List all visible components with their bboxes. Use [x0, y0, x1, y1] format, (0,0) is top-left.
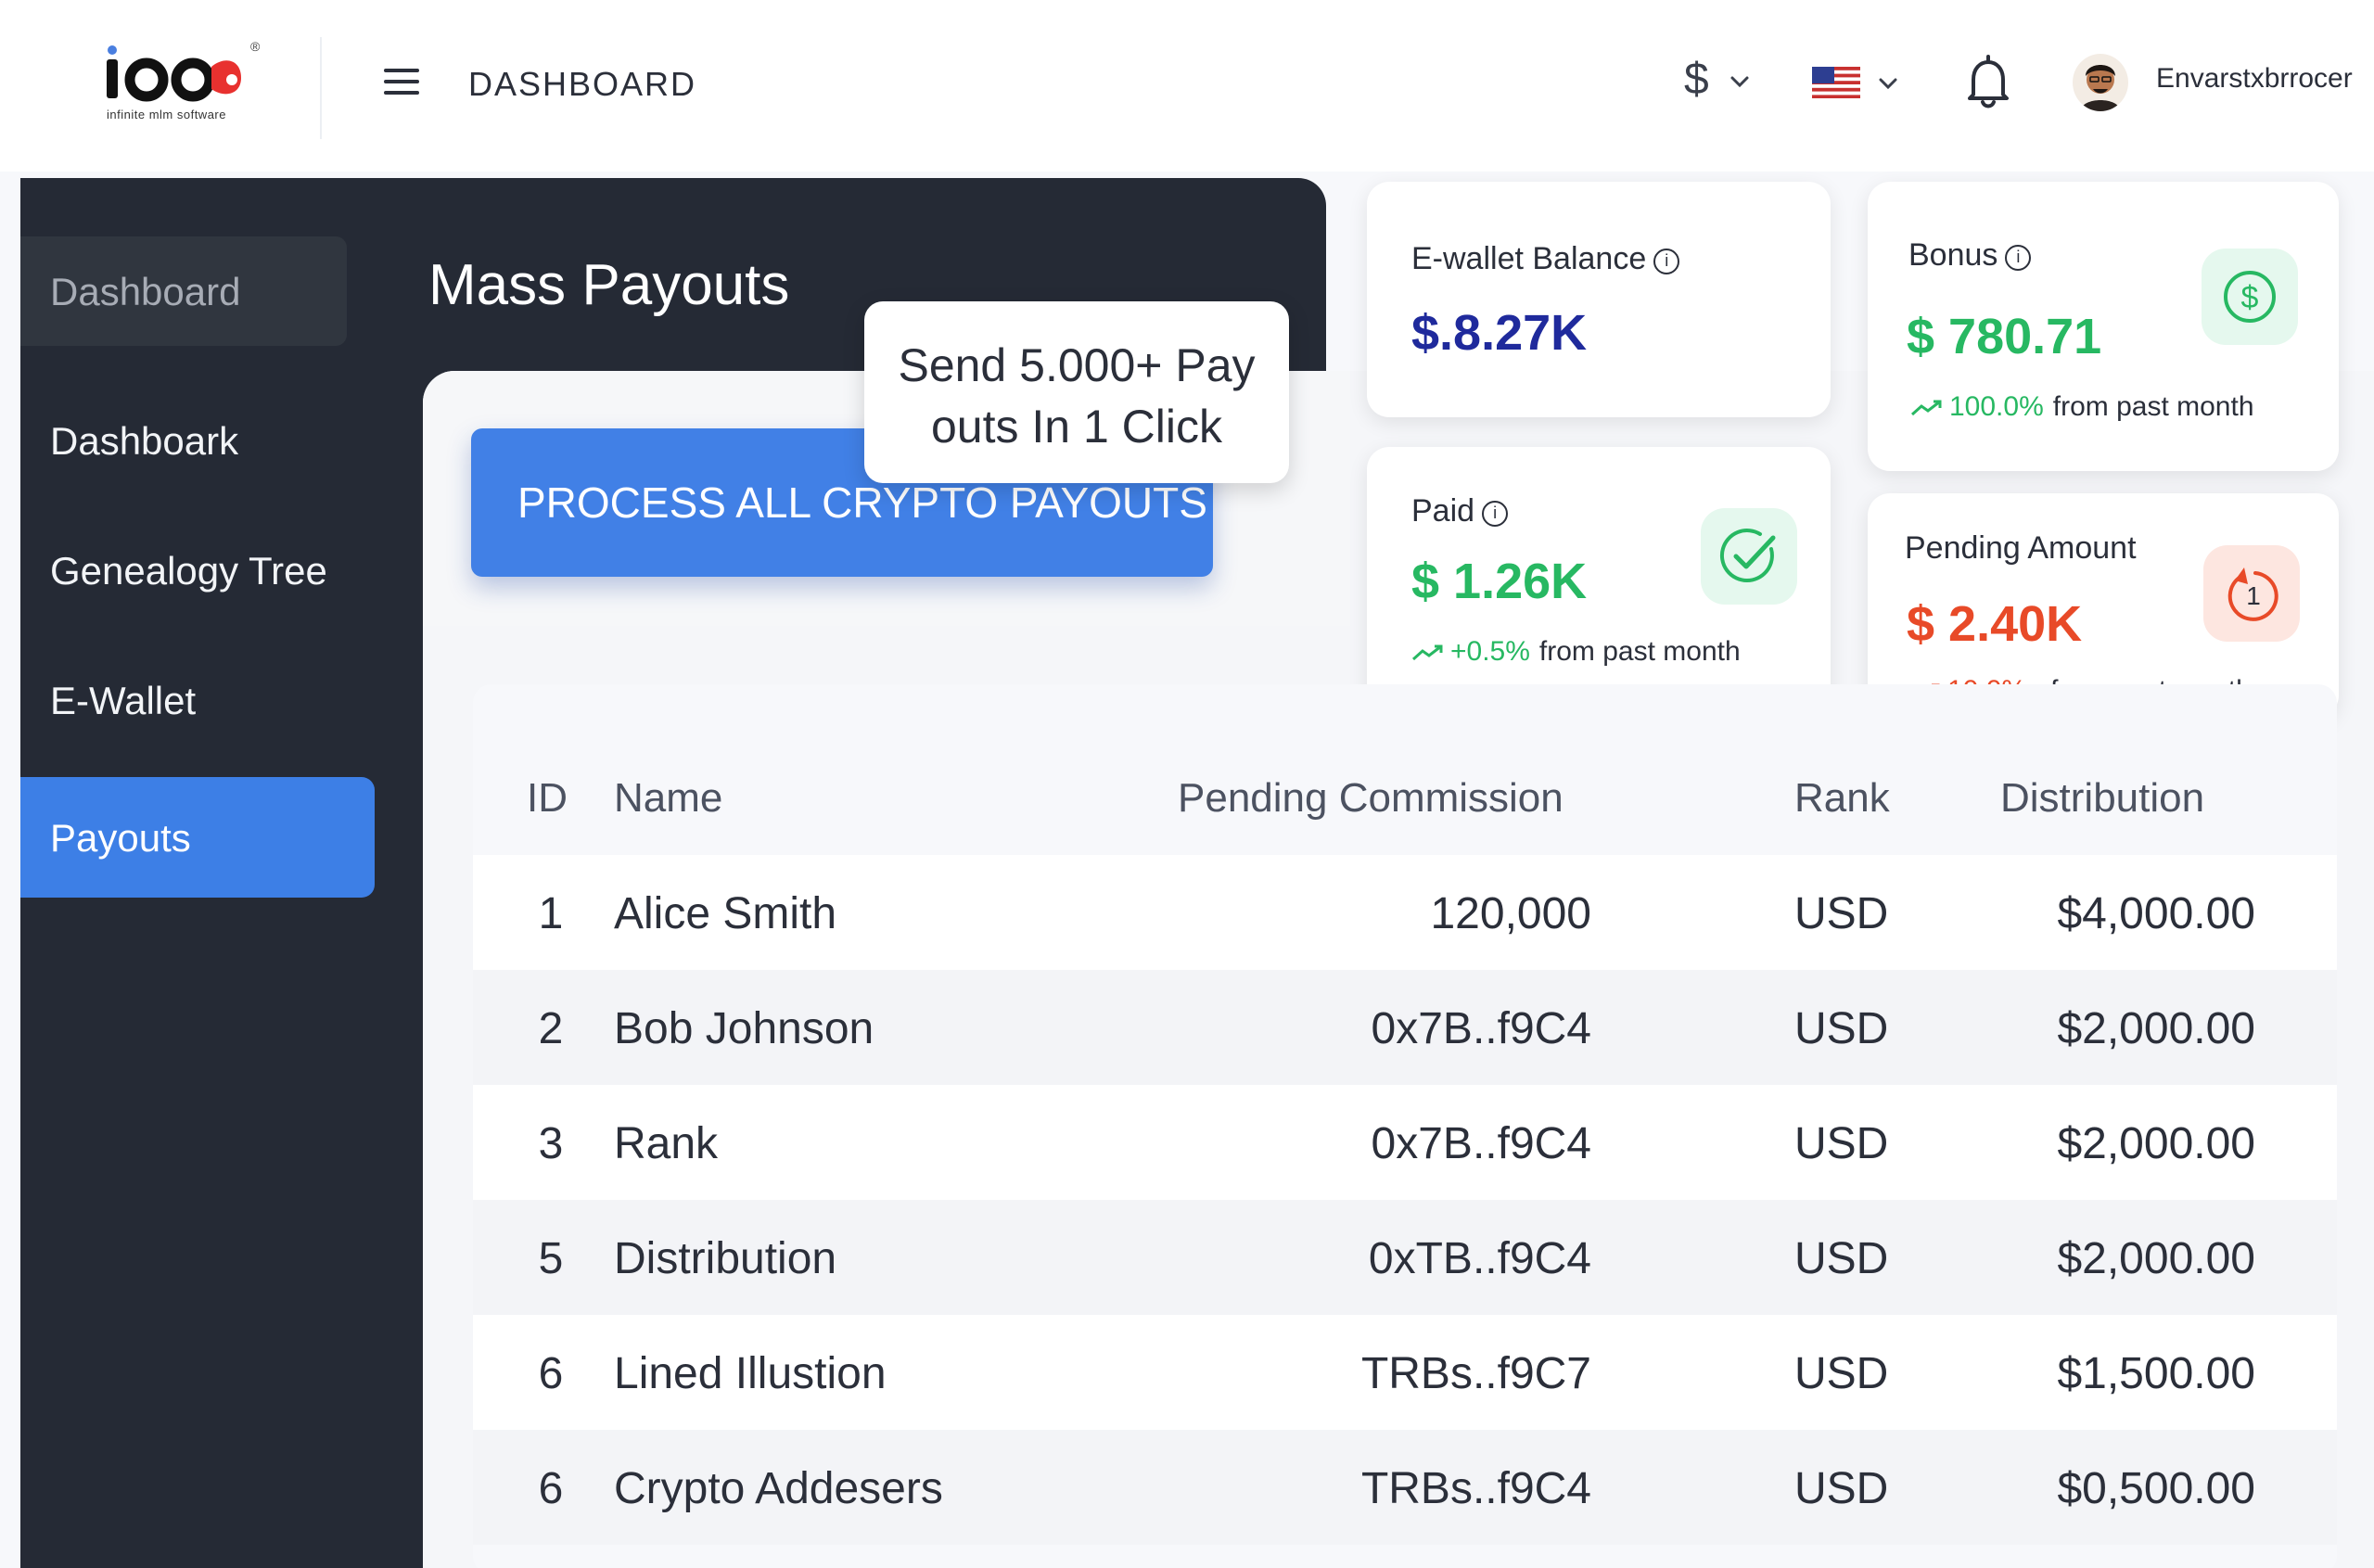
- cell-name: Rank: [614, 1119, 719, 1168]
- bonus-suffix: from past month: [2052, 391, 2254, 422]
- ewallet-balance-card[interactable]: E-wallet Balance i $.8.27K: [1367, 182, 1831, 417]
- cell-rank: USD: [1794, 1234, 1889, 1283]
- bonus-card[interactable]: Bonus i $ 780.71 100.0% from past month $: [1868, 182, 2339, 471]
- cell-id: 6: [538, 1349, 564, 1398]
- sidebar-item-genealogy-tree[interactable]: Genealogy Tree: [50, 549, 327, 593]
- cell-id: 2: [538, 1004, 564, 1053]
- bonus-trend: 100.0% from past month: [1910, 391, 2254, 423]
- cell-pending-commission: TRBs..f9C4: [1360, 1464, 1591, 1513]
- col-header-distribution[interactable]: Distribution: [2000, 775, 2205, 821]
- page-title: Mass Payouts: [428, 253, 790, 317]
- sidebar-item-e-wallet[interactable]: E-Wallet: [50, 679, 197, 722]
- cell-name: Crypto Addesers: [614, 1464, 943, 1513]
- cell-rank: USD: [1794, 889, 1889, 938]
- paid-value: $ 1.26K: [1411, 554, 1588, 609]
- info-icon[interactable]: i: [1653, 249, 1680, 274]
- bonus-card-title: Bonus i: [1908, 237, 2032, 274]
- cell-rank: USD: [1794, 1004, 1889, 1053]
- cell-distribution: $2,000.00: [2057, 1004, 2255, 1053]
- info-icon[interactable]: i: [1482, 501, 1509, 527]
- col-header-id[interactable]: ID: [527, 775, 568, 821]
- us-flag-icon: [1812, 67, 1860, 98]
- paid-trend: +0.5% from past month: [1411, 636, 1741, 668]
- cell-name: Distribution: [614, 1234, 837, 1283]
- cell-name: Lined Illustion: [614, 1349, 887, 1398]
- paid-title-text: Paid: [1411, 493, 1475, 529]
- cell-rank: USD: [1794, 1464, 1889, 1513]
- logo[interactable]: ® infinite mlm software: [102, 37, 269, 130]
- cell-id: 5: [538, 1234, 564, 1283]
- col-header-rank[interactable]: Rank: [1794, 775, 1890, 821]
- ewallet-title-text: E-wallet Balance: [1411, 241, 1647, 276]
- top-bar: ® infinite mlm software DASHBOARD $: [0, 0, 2374, 172]
- trend-up-icon: [1411, 644, 1443, 661]
- table-row[interactable]: 6 Crypto Addesers TRBs..f9C4 USD $0,500.…: [473, 1430, 2337, 1545]
- cell-rank: USD: [1794, 1349, 1889, 1398]
- col-header-name[interactable]: Name: [614, 775, 723, 821]
- pending-value: $ 2.40K: [1907, 596, 2083, 652]
- pending-badge-number: 1: [2246, 581, 2261, 610]
- cell-pending-commission: 0xTB..f9C4: [1368, 1234, 1591, 1283]
- cell-distribution: $0,500.00: [2057, 1464, 2255, 1513]
- bonus-title-text: Bonus: [1908, 237, 1998, 273]
- table-row[interactable]: 2 Bob Johnson 0x7B..f9C4 USD $2,000.00: [473, 970, 2337, 1085]
- paid-card-title: Paid i: [1411, 493, 1509, 529]
- ewallet-card-title: E-wallet Balance i: [1411, 241, 1680, 277]
- col-header-pending-commission[interactable]: Pending Commission: [1178, 775, 1564, 821]
- language-selector[interactable]: [1812, 63, 1905, 104]
- menu-icon[interactable]: [384, 67, 421, 96]
- promo-tooltip: Send 5.000+ Pay outs In 1 Click: [864, 301, 1289, 483]
- table-row[interactable]: 6 Lined Illustion TRBs..f9C7 USD $1,500.…: [473, 1315, 2337, 1430]
- avatar[interactable]: [2073, 54, 2128, 111]
- sidebar-item-dashboard[interactable]: Dashboard: [20, 236, 347, 346]
- cell-id: 1: [538, 889, 564, 938]
- cell-pending-commission: TRBs..f9C7: [1360, 1349, 1591, 1398]
- cell-pending-commission: 0x7B..f9C4: [1371, 1004, 1591, 1053]
- info-icon[interactable]: i: [2005, 245, 2032, 271]
- cell-id: 6: [538, 1464, 564, 1513]
- logo-mark-icon: [107, 45, 241, 102]
- cell-name: Bob Johnson: [614, 1004, 874, 1053]
- logo-tagline: infinite mlm software: [107, 108, 226, 121]
- currency-selector[interactable]: $: [1684, 54, 1758, 109]
- registered-mark: ®: [250, 39, 261, 54]
- dollar-circle-icon: $: [2202, 249, 2298, 345]
- check-circle-icon: [1701, 508, 1797, 605]
- bonus-value: $ 780.71: [1907, 309, 2102, 364]
- table-row[interactable]: 5 Distribution 0xTB..f9C4 USD $2,000.00: [473, 1200, 2337, 1315]
- pending-clock-icon: 1: [2203, 545, 2300, 642]
- tooltip-line-1: Send 5.000+ Pay: [898, 339, 1256, 391]
- trend-up-icon: [1910, 400, 1942, 416]
- header-title: DASHBOARD: [468, 65, 697, 103]
- paid-card[interactable]: Paid i $ 1.26K +0.5% from past month: [1367, 447, 1831, 718]
- paid-suffix: from past month: [1538, 636, 1741, 667]
- table-row[interactable]: 3 Rank 0x7B..f9C4 USD $2,000.00: [473, 1085, 2337, 1200]
- sidebar-item-payouts[interactable]: Payouts: [20, 777, 375, 898]
- chevron-down-icon: [1879, 78, 1897, 90]
- pending-card-title: Pending Amount: [1905, 530, 2137, 566]
- ewallet-balance-value: $.8.27K: [1411, 305, 1588, 361]
- cell-rank: USD: [1794, 1119, 1889, 1168]
- dollar-icon: $: [1684, 55, 1709, 104]
- cell-distribution: $4,000.00: [2057, 889, 2255, 938]
- cell-distribution: $2,000.00: [2057, 1119, 2255, 1168]
- bonus-change: 100.0%: [1949, 391, 2044, 422]
- cell-name: Alice Smith: [614, 889, 837, 938]
- user-avatar-icon: [2073, 54, 2128, 111]
- chevron-down-icon: [1730, 76, 1749, 88]
- tooltip-line-2: outs In 1 Click: [930, 401, 1222, 453]
- table-row[interactable]: 1 Alice Smith 120,000 USD $4,000.00: [473, 855, 2337, 970]
- cell-pending-commission: 0x7B..f9C4: [1371, 1119, 1591, 1168]
- cell-pending-commission: 120,000: [1430, 889, 1591, 938]
- bell-icon[interactable]: [1964, 54, 2012, 109]
- sidebar-item-dashboark[interactable]: Dashboark: [50, 419, 239, 463]
- cell-distribution: $1,500.00: [2057, 1349, 2255, 1398]
- cell-distribution: $2,000.00: [2057, 1234, 2255, 1283]
- cell-id: 3: [538, 1119, 564, 1168]
- svg-text:$: $: [2241, 280, 2259, 315]
- header-divider: [320, 37, 322, 139]
- username[interactable]: Envarstxbrrocer: [2156, 63, 2353, 94]
- pending-amount-card[interactable]: Pending Amount $ 2.40K 10.0%from past mo…: [1868, 493, 2339, 718]
- paid-change: +0.5%: [1450, 636, 1530, 667]
